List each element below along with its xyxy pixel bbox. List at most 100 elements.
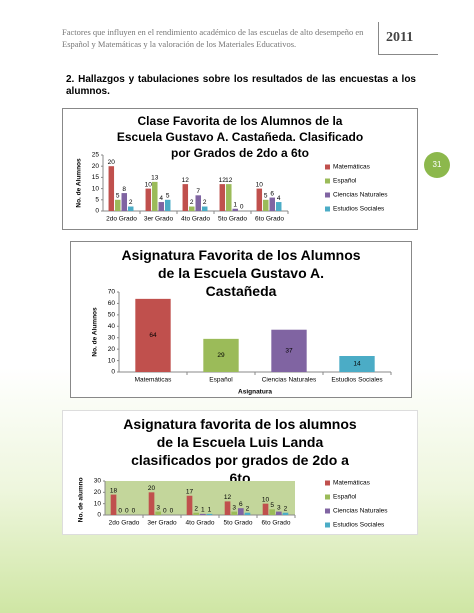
x-tick-label: 5to Grado bbox=[218, 216, 247, 223]
data-label: 12 bbox=[225, 177, 233, 184]
data-label: 4 bbox=[159, 195, 163, 202]
y-tick-label: 0 bbox=[97, 512, 101, 519]
bar bbox=[244, 512, 251, 515]
y-tick-label: 20 bbox=[94, 489, 102, 496]
bar bbox=[182, 184, 189, 211]
legend-swatch bbox=[325, 206, 330, 212]
y-axis-label: No. de alumnos bbox=[78, 477, 85, 522]
legend-swatch bbox=[325, 494, 330, 500]
x-axis-label: Asignatura bbox=[238, 389, 272, 396]
chart: Asignatura favorita de los alumnos de la… bbox=[62, 410, 418, 535]
legend-label: Ciencias Naturales bbox=[333, 192, 388, 199]
data-label: 2 bbox=[129, 199, 133, 206]
data-label: 1 bbox=[233, 201, 237, 208]
x-tick-label: 4to Grado bbox=[181, 216, 210, 223]
bar bbox=[186, 495, 193, 515]
divider bbox=[378, 22, 379, 54]
x-tick-label: Matemáticas bbox=[135, 377, 173, 384]
data-label: 12 bbox=[224, 494, 232, 501]
y-tick-label: 20 bbox=[108, 346, 116, 353]
data-label: 5 bbox=[116, 193, 120, 200]
bar bbox=[152, 181, 158, 211]
x-tick-label: Ciencias Naturales bbox=[262, 377, 317, 384]
bar bbox=[193, 512, 200, 515]
y-axis-label: No. de Alumnos bbox=[76, 158, 83, 208]
data-label: 12 bbox=[219, 177, 227, 184]
plot: 0 10 20 30 40 50 60 70 No. de Alumnos Asignatura M… bbox=[92, 289, 392, 396]
data-label: 6 bbox=[270, 190, 274, 197]
data-label: 2 bbox=[190, 199, 194, 206]
data-label: 7 bbox=[196, 188, 200, 195]
bar bbox=[200, 513, 206, 515]
bar bbox=[219, 184, 226, 211]
bar bbox=[271, 329, 307, 372]
data-label: 10 bbox=[256, 181, 264, 188]
bar bbox=[127, 206, 134, 211]
y-tick-label: 10 bbox=[108, 357, 116, 364]
data-label: 18 bbox=[110, 487, 118, 494]
x-tick-label: 2do Grado bbox=[109, 520, 140, 527]
y-tick-label: 10 bbox=[92, 185, 100, 192]
data-label: 0 bbox=[240, 204, 244, 211]
divider bbox=[378, 54, 438, 55]
chart: Clase Favorita de los Alumnos de la Escu… bbox=[62, 108, 418, 230]
data-label: 14 bbox=[353, 361, 361, 368]
data-label: 0 bbox=[125, 508, 129, 515]
bar bbox=[256, 188, 263, 211]
data-label: 20 bbox=[148, 485, 156, 492]
data-label: 0 bbox=[163, 508, 167, 515]
bar bbox=[226, 184, 232, 211]
bar bbox=[262, 503, 269, 515]
legend-swatch bbox=[325, 178, 330, 184]
bar bbox=[148, 492, 155, 515]
legend-label: Ciencias Naturales bbox=[333, 508, 388, 515]
bar bbox=[231, 511, 238, 515]
data-label: 3 bbox=[232, 504, 236, 511]
legend-swatch bbox=[325, 522, 330, 528]
data-label: 20 bbox=[108, 159, 116, 166]
y-tick-label: 60 bbox=[108, 300, 116, 307]
data-label: 37 bbox=[285, 348, 293, 355]
bar bbox=[232, 208, 239, 211]
y-tick-label: 0 bbox=[95, 208, 99, 215]
bar bbox=[135, 298, 171, 372]
y-tick-label: 10 bbox=[94, 500, 102, 507]
legend-swatch bbox=[325, 192, 330, 198]
data-label: 2 bbox=[194, 505, 198, 512]
page-number: 31 bbox=[424, 152, 450, 178]
data-label: 3 bbox=[156, 504, 160, 511]
bar bbox=[269, 197, 276, 211]
data-label: 3 bbox=[277, 504, 281, 511]
data-label: 10 bbox=[145, 181, 153, 188]
chart: Asignatura Favorita de los Alumnos de la… bbox=[70, 241, 412, 398]
bar bbox=[121, 193, 128, 211]
x-tick-label: 4to Grado bbox=[186, 520, 215, 527]
legend-label: Español bbox=[333, 178, 357, 185]
legend-label: Estudios Sociales bbox=[333, 206, 385, 213]
bar bbox=[263, 199, 269, 211]
y-tick-label: 0 bbox=[111, 369, 115, 376]
header-text: Factores que influyen en el rendimiento … bbox=[62, 27, 364, 49]
legend-swatch bbox=[325, 508, 330, 514]
bar bbox=[269, 509, 276, 515]
x-tick-label: 5to Grado bbox=[224, 520, 253, 527]
bar bbox=[203, 338, 239, 372]
legend-label: Estudios Sociales bbox=[333, 522, 385, 529]
legend-swatch bbox=[325, 164, 330, 170]
data-label: 5 bbox=[166, 193, 170, 200]
data-label: 1 bbox=[201, 507, 205, 514]
bar bbox=[206, 513, 213, 515]
bar bbox=[158, 202, 165, 211]
y-tick-label: 40 bbox=[108, 323, 116, 330]
data-label: 10 bbox=[262, 496, 270, 503]
legend-swatch bbox=[325, 480, 330, 486]
legend-label: Español bbox=[333, 494, 357, 501]
bar bbox=[224, 501, 231, 515]
data-label: 0 bbox=[132, 508, 136, 515]
y-axis-label: No. de Alumnos bbox=[92, 307, 99, 357]
x-tick-label: 6to Grado bbox=[255, 216, 284, 223]
bar bbox=[108, 166, 115, 211]
chart-title: Clase Favorita de los Alumnos de la Escu… bbox=[116, 114, 364, 160]
legend-label: Matemáticas bbox=[333, 480, 371, 487]
